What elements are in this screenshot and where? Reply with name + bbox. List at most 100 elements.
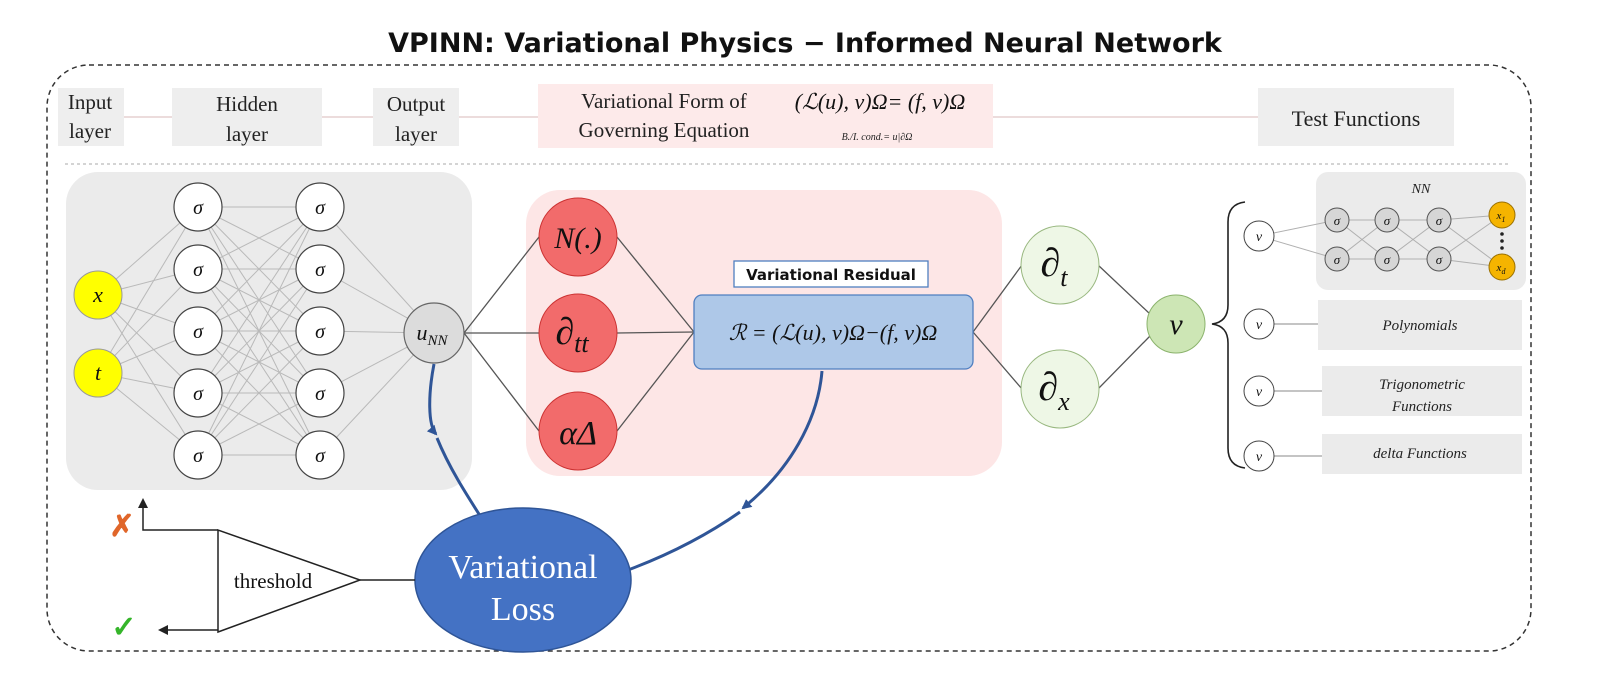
residual-box: [693, 294, 974, 370]
test-nn-neuron: σ: [1324, 246, 1350, 272]
test-type-polynomials: v Polynomials: [1243, 300, 1522, 350]
unn-to-operator-edge: [463, 236, 540, 334]
test-nn-neuron: σ: [1426, 246, 1452, 272]
hidden-neuron: σ: [295, 368, 345, 418]
test-nn-panel: [1316, 172, 1526, 290]
test-type-trig-node: v: [1256, 385, 1263, 400]
operator-node-alpha-delta: αΔ: [538, 391, 618, 471]
test-type-delta: v delta Functions: [1243, 434, 1522, 474]
derivative-to-v-edge: [1097, 335, 1151, 390]
sigma-label: σ: [315, 197, 326, 219]
residual-title-box: [733, 260, 929, 288]
threshold-label: threshold: [234, 569, 313, 593]
unn-to-operator-edge: [463, 332, 540, 432]
hidden-neuron: σ: [173, 306, 223, 356]
derivative-to-v-edge: [1097, 264, 1151, 315]
derivative-node-x: ∂x: [1020, 349, 1100, 429]
sigma-label: σ: [193, 383, 204, 405]
test-nn-sigma-label: σ: [1384, 213, 1391, 228]
test-nn-sigma-label: σ: [1436, 213, 1443, 228]
hidden-neuron: σ: [173, 368, 223, 418]
residual-to-loss-curve: [627, 510, 741, 572]
test-nn-neuron: σ: [1374, 246, 1400, 272]
sigma-label: σ: [315, 445, 326, 467]
header-test-box: [1258, 88, 1454, 146]
loss-label-1: Variational: [448, 549, 597, 586]
sigma-label: σ: [193, 445, 204, 467]
operator-n-label: N(.): [553, 222, 602, 255]
header-input-layer-1: Input: [68, 90, 112, 114]
header-variational-box: [538, 84, 993, 148]
sigma-label: σ: [315, 259, 326, 281]
fail-mark-icon: ✗: [109, 509, 134, 544]
network-edge: [97, 206, 199, 374]
test-nn-neuron: σ: [1374, 207, 1400, 233]
test-nn-neuron: σ: [1426, 207, 1452, 233]
header-input-layer-2: layer: [69, 119, 111, 143]
hidden-neuron: σ: [295, 430, 345, 480]
header-output-box: [373, 88, 459, 146]
sigma-label: σ: [193, 321, 204, 343]
pass-mark-icon: ✓: [111, 610, 136, 645]
sigma-label: σ: [315, 321, 326, 343]
hidden-neuron: σ: [295, 306, 345, 356]
network-edge: [197, 206, 321, 456]
header-hidden-layer-2: layer: [226, 122, 268, 146]
test-type-trig-label-2: Functions: [1391, 399, 1452, 415]
input-node-t-label: t: [95, 360, 102, 385]
test-nn-neuron: σ: [1324, 207, 1350, 233]
hidden-neuron: σ: [173, 244, 223, 294]
test-type-polynomials-node: v: [1256, 318, 1263, 333]
test-nn-output-x1-label: x1: [1496, 210, 1506, 224]
unn-to-loss-arrow: [426, 363, 438, 436]
hidden-neuron: σ: [173, 430, 223, 480]
threshold-fail-path: [138, 498, 218, 531]
sigma-label: σ: [193, 259, 204, 281]
test-function-brace: [1211, 201, 1246, 469]
test-type-trigonometric: v Trigonometric Functions: [1243, 366, 1522, 416]
derivative-node-t: ∂t: [1020, 225, 1100, 305]
threshold-triangle: [217, 528, 363, 634]
test-type-delta-node: v: [1256, 450, 1263, 465]
hidden-neuron: σ: [173, 182, 223, 232]
test-nn-output-dots: [1500, 232, 1504, 250]
test-nn-output-xd-label: xd: [1496, 262, 1507, 276]
network-edge: [197, 206, 321, 332]
header-hidden-layer-1: Hidden: [216, 92, 278, 116]
header-bc-note: B./I. cond.= u|∂Ω: [842, 132, 913, 143]
test-type-trig-label-1: Trigonometric: [1379, 377, 1465, 393]
test-nn-sigma-label: σ: [1436, 252, 1443, 267]
test-nn-input-v: v: [1243, 220, 1275, 252]
residual-to-loss-arrow: [741, 370, 824, 510]
test-type-polynomials-label: Polynomials: [1382, 318, 1458, 334]
operator-to-residual-edge: [616, 331, 695, 432]
test-function-v-label: v: [1169, 308, 1183, 341]
network-edge: [97, 294, 199, 456]
residual-to-derivative-edge: [972, 264, 1023, 333]
residual-formula: ℛ = (ℒ(u), v)Ω−(f, v)Ω: [729, 320, 938, 345]
test-type-delta-label: delta Functions: [1373, 446, 1467, 462]
operator-to-residual-edge: [616, 236, 695, 333]
residual-to-derivative-edge: [972, 331, 1023, 390]
operator-to-residual-edge: [616, 331, 695, 334]
input-node-t: t: [73, 348, 123, 398]
header-output-layer-2: layer: [395, 122, 437, 146]
hidden-neuron: σ: [295, 244, 345, 294]
test-nn-hidden-neurons: σ σ σ σ σ σ: [1324, 207, 1452, 272]
test-nn-sigma-label: σ: [1334, 213, 1341, 228]
hidden-neurons: σ σ σ σ σ σ σ σ σ σ: [173, 182, 345, 480]
input-node-x-label: x: [92, 282, 103, 307]
input-node-x: x: [73, 270, 123, 320]
operator-node-dtt: ∂tt: [538, 293, 618, 373]
header-hidden-box: [172, 88, 322, 146]
test-function-node-v: v: [1146, 294, 1206, 354]
network-edge: [197, 330, 321, 456]
network-edge: [197, 268, 321, 456]
test-nn-output-x1: x1: [1488, 201, 1516, 229]
variational-loss: Variational Loss: [414, 507, 632, 653]
sigma-label: σ: [315, 383, 326, 405]
hidden-neuron: σ: [295, 182, 345, 232]
test-nn-input-label: v: [1256, 230, 1263, 245]
residual-title: Variational Residual: [746, 266, 916, 284]
